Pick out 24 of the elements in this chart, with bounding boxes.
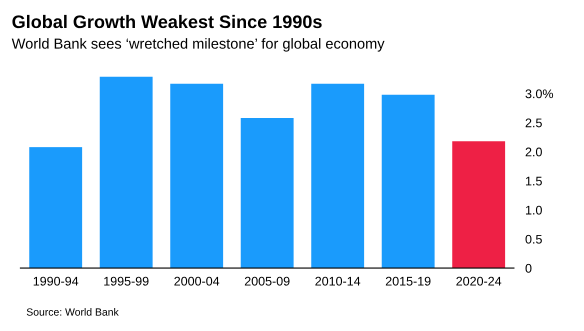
chart-title: Global Growth Weakest Since 1990s [12,14,322,28]
bar [311,84,364,268]
y-tick-label: 2.5 [526,118,542,128]
x-tick-label: 2005-09 [244,276,290,286]
x-tick-label: 1995-99 [104,276,149,286]
y-tick-label: 3.0% [526,89,554,98]
chart-subtitle: World Bank sees ‘wretched milestone’ for global economy [12,38,385,52]
x-tick-label: 1990-94 [34,276,78,286]
bar [29,147,82,268]
x-tick-label: 2015-19 [386,276,431,286]
bar [170,84,224,268]
x-tick-label: 2020-24 [456,276,502,286]
y-tick-label: 0 [526,264,532,273]
bar [240,118,294,268]
bar [452,141,506,268]
source-note: Source: World Bank [26,308,119,316]
y-tick-label: 1.0 [526,206,542,215]
x-tick-label: 2000-04 [174,276,220,286]
y-tick-label: 1.5 [526,176,542,186]
y-tick-label: 2.0 [526,148,542,156]
y-tick-label: 0.5 [526,234,542,244]
x-tick-label: 2010-14 [315,276,360,286]
bar [100,76,153,268]
bar [382,94,435,268]
